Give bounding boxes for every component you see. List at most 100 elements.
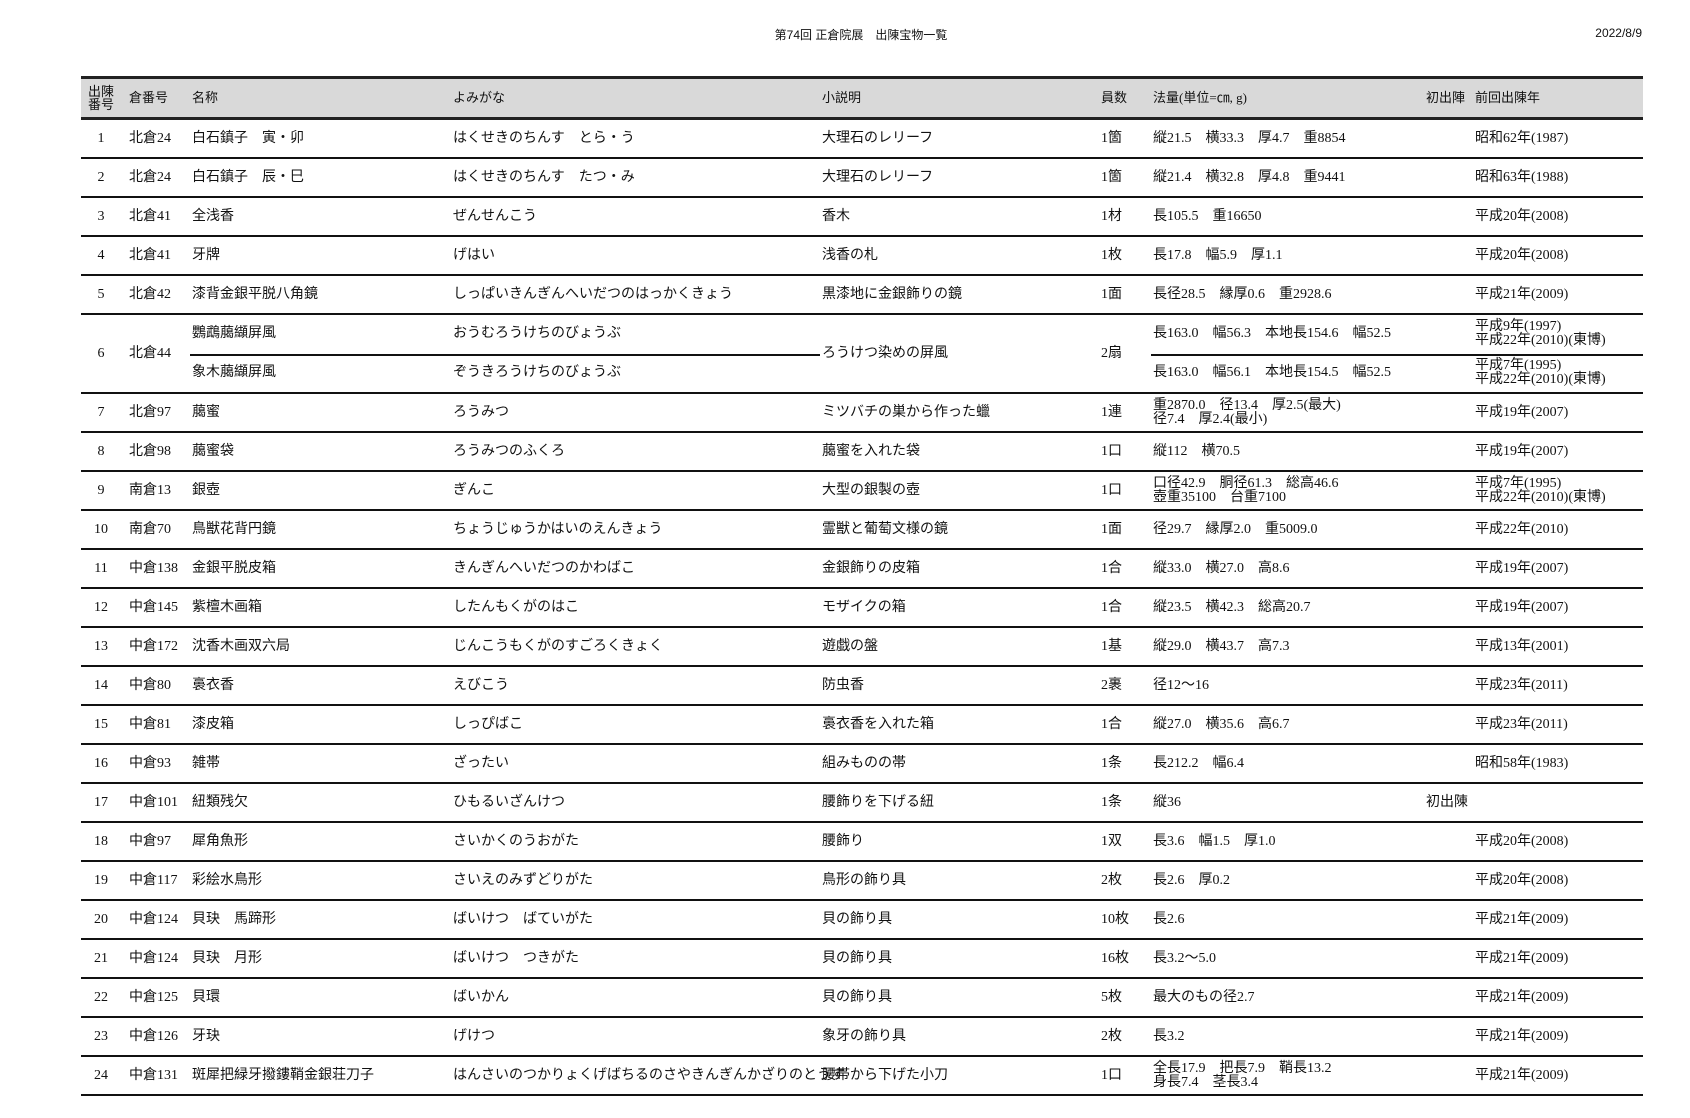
dimensions-line: 縦27.0 横35.6 高6.7: [1153, 716, 1290, 732]
count: 1口: [1101, 443, 1122, 459]
name: 貝環: [192, 989, 220, 1005]
name: 雑帯: [192, 755, 220, 771]
count: 2扇: [1101, 345, 1122, 361]
previous-exhibit-line: 平成19年(2007): [1475, 599, 1569, 615]
name: 漆皮箱: [192, 716, 234, 732]
previous-exhibit: 平成21年(2009): [1475, 1068, 1568, 1083]
table-row: 14 中倉80 防虫香 2裹 裛衣香 えびこう 径12～16 平成23年(2011): [81, 667, 1643, 706]
table-row: 19 中倉117 鳥形の飾り具 2枚 彩絵水鳥形 さいえのみずどりがた 長2.6 厚0.2 平…: [81, 862, 1643, 901]
reading: はんさいのつかりょくげばちるのさやきんぎんかざりのとうす: [453, 1067, 845, 1083]
previous-exhibit: 昭和58年(1983): [1475, 756, 1568, 771]
name: 彩絵水鳥形: [192, 872, 262, 888]
header-first-exhibit: 初出陣: [1426, 90, 1466, 105]
previous-exhibit: 平成21年(2009): [1475, 951, 1568, 966]
dimensions: 縦112 横70.5: [1153, 443, 1240, 459]
name: 﨟蜜: [192, 404, 220, 420]
storehouse-no: 中倉117: [129, 872, 178, 888]
dimensions: 縦27.0 横35.6 高6.7: [1153, 716, 1290, 732]
description: 腰飾りを下げる紐: [822, 794, 934, 810]
name: 象木﨟纈屏風: [192, 364, 276, 380]
previous-exhibit: 平成22年(2010): [1475, 522, 1568, 537]
table-row: 20 中倉124 貝の飾り具 10枚 貝玦 馬蹄形 ばいけつ ばていがた 長2.6 平成21年…: [81, 901, 1643, 940]
dimensions: 全長17.9 把長7.9 鞘長13.2 身長7.4 茎長3.4: [1153, 1061, 1332, 1090]
count: 1合: [1101, 716, 1122, 732]
table-row: 17 中倉101 腰飾りを下げる紐 1条 紐類残欠 ひもるいざんけつ 縦36 初出陳: [81, 784, 1643, 823]
previous-exhibit: 平成20年(2008): [1475, 209, 1568, 224]
dimensions-line: 縦112 横70.5: [1153, 443, 1240, 459]
count: 1面: [1101, 286, 1122, 302]
dimensions: 縦36: [1153, 795, 1181, 810]
reading: ぜんせんこう: [453, 208, 537, 224]
name: 金銀平脱皮箱: [192, 560, 276, 576]
table-row: 2 北倉24 大理石のレリーフ 1箇 白石鎮子 辰・巳 はくせきのちんす たつ・み 縦21.…: [81, 159, 1643, 198]
previous-exhibit: 平成19年(2007): [1475, 444, 1568, 459]
previous-exhibit: 平成21年(2009): [1475, 287, 1568, 302]
previous-exhibit-line: 平成21年(2009): [1475, 989, 1569, 1005]
previous-exhibit: 平成7年(1995) 平成22年(2010)(東博): [1475, 357, 1606, 387]
header-description: 小説明: [822, 90, 862, 105]
exhibit-no: 8: [97, 443, 105, 459]
previous-exhibit-line: 平成7年(1995): [1475, 357, 1562, 373]
dimensions-line: 身長7.4 茎長3.4: [1153, 1074, 1258, 1090]
previous-exhibit: 平成19年(2007): [1475, 405, 1568, 420]
dimensions-line: 重2870.0 径13.4 厚2.5(最大): [1153, 397, 1341, 413]
dimensions: 長163.0 幅56.3 本地長154.6 幅52.5: [1153, 327, 1391, 341]
count: 1口: [1101, 1067, 1122, 1083]
previous-exhibit-line: 平成20年(2008): [1475, 247, 1569, 263]
dimensions: 長2.6: [1153, 912, 1185, 927]
reading: ばいけつ ばていがた: [453, 911, 593, 927]
dimensions-line: 長163.0 幅56.3 本地長154.6 幅52.5: [1153, 326, 1391, 342]
table-row: 18 中倉97 腰飾り 1双 犀角魚形 さいかくのうおがた 長3.6 幅1.5 厚1.0 平成…: [81, 823, 1643, 862]
dimensions-line: 縦23.5 横42.3 総高20.7: [1153, 599, 1311, 615]
count: 1口: [1101, 482, 1122, 498]
dimensions-line: 長212.2 幅6.4: [1153, 755, 1244, 771]
previous-exhibit: 平成23年(2011): [1475, 717, 1568, 732]
dimensions-line: 縦33.0 横27.0 高8.6: [1153, 560, 1290, 576]
table-row: 21 中倉124 貝の飾り具 16枚 貝玦 月形 ばいけつ つきがた 長3.2～5.0 平成2…: [81, 940, 1643, 979]
exhibit-no: 3: [97, 208, 105, 224]
previous-exhibit: 平成7年(1995) 平成22年(2010)(東博): [1475, 476, 1606, 505]
dimensions-line: 縦21.4 横32.8 厚4.8 重9441: [1153, 169, 1346, 185]
description: 貝の飾り具: [822, 989, 892, 1005]
name: 鸚鵡﨟纈屏風: [192, 326, 276, 342]
dimensions-line: 長163.0 幅56.1 本地長154.5 幅52.5: [1153, 364, 1391, 380]
exhibit-no: 2: [97, 169, 105, 185]
count: 1双: [1101, 833, 1122, 849]
dimensions: 縦21.5 横33.3 厚4.7 重8854: [1153, 131, 1346, 146]
previous-exhibit: 平成19年(2007): [1475, 599, 1569, 615]
storehouse-no: 北倉41: [129, 208, 171, 224]
row-divider: [190, 353, 820, 356]
reading: ろうみつのふくろ: [453, 443, 565, 459]
dimensions: 長3.6 幅1.5 厚1.0: [1153, 833, 1276, 849]
name: 漆背金銀平脱八角鏡: [192, 286, 318, 302]
name: 﨟蜜袋: [192, 443, 234, 459]
description: ミツバチの巣から作った蠟: [822, 404, 990, 420]
header-exhibit-no-line1: 出陳: [87, 84, 114, 99]
reading: ひもるいざんけつ: [453, 794, 565, 810]
previous-exhibit: 昭和63年(1988): [1475, 169, 1569, 185]
header-reading: よみがな: [453, 90, 506, 105]
previous-exhibit-line: 昭和63年(1988): [1475, 169, 1569, 185]
description: ろうけつ染めの屏風: [822, 345, 948, 361]
exhibit-no: 13: [94, 638, 108, 654]
description: 裛衣香を入れた箱: [822, 716, 934, 732]
description: 大理石のレリーフ: [822, 130, 934, 146]
storehouse-no: 北倉24: [129, 169, 171, 185]
table-row: 3 北倉41 香木 1材 全浅香 ぜんせんこう 長105.5 重16650 平成20年(200…: [81, 198, 1643, 237]
storehouse-no: 北倉98: [129, 443, 171, 459]
exhibit-no: 7: [97, 404, 105, 420]
dimensions-line: 長3.6 幅1.5 厚1.0: [1153, 833, 1276, 849]
reading: ばいかん: [453, 989, 509, 1005]
previous-exhibit-line: 平成13年(2001): [1475, 638, 1569, 654]
table-row: 1 北倉24 大理石のレリーフ 1箇 白石鎮子 寅・卯 はくせきのちんす とら・う 縦21.…: [81, 120, 1643, 159]
storehouse-no: 中倉81: [129, 716, 171, 732]
previous-exhibit-line: 平成20年(2008): [1475, 833, 1569, 849]
dimensions: 縦21.4 横32.8 厚4.8 重9441: [1153, 169, 1346, 185]
table-row: 4 北倉41 浅香の札 1枚 牙牌 げはい 長17.8 幅5.9 厚1.1 平成20年(200…: [81, 237, 1643, 276]
exhibit-no: 17: [94, 794, 108, 810]
exhibit-no: 21: [94, 950, 108, 966]
previous-exhibit: 平成21年(2009): [1475, 989, 1569, 1005]
previous-exhibit-line: 平成20年(2008): [1475, 872, 1569, 888]
reading: はくせきのちんす たつ・み: [453, 169, 635, 185]
count: 1連: [1101, 404, 1122, 420]
